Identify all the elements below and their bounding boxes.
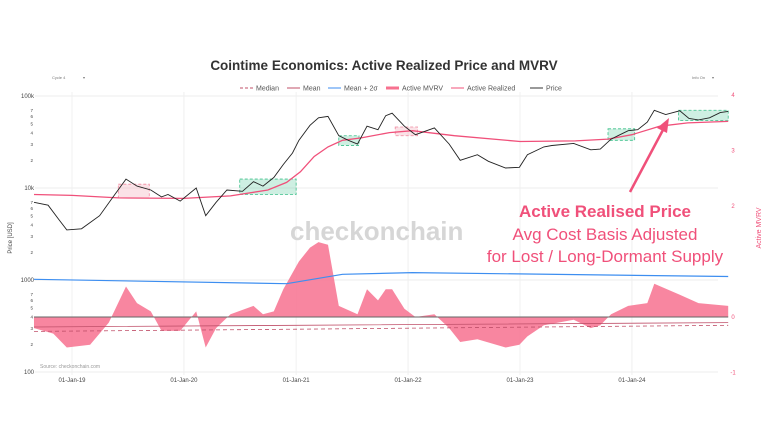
y-minor-tick-label: 5 (30, 121, 33, 126)
y-tick-label: 100 (24, 370, 35, 376)
legend-item-active-mvrv[interactable]: Active MVRV (386, 86, 443, 93)
chart-title: Cointime Economics: Active Realized Pric… (210, 58, 557, 73)
annotation-arrow-line (628, 127, 666, 193)
legend-item-mean-2sd[interactable]: Mean + 2σ (328, 86, 378, 93)
y-minor-tick-label: 2 (30, 250, 33, 255)
y-minor-tick-label: 5 (30, 213, 33, 218)
y2-tick-label: 4 (731, 93, 735, 99)
y-minor-tick-label: 3 (30, 234, 33, 239)
y-minor-tick-label: 5 (30, 305, 33, 310)
highlight-zones (117, 109, 729, 199)
legend-label: Price (546, 86, 562, 93)
y-minor-tick-label: 3 (30, 142, 33, 147)
info-dropdown[interactable]: Info On ▾ (692, 75, 714, 80)
price-line (33, 109, 729, 231)
y2-tick-label: 2 (731, 204, 735, 210)
annotation: Active Realised Price Avg Cost Basis Adj… (487, 118, 724, 266)
arrow-head-icon (657, 118, 669, 133)
info-dropdown-value: Info On (692, 75, 705, 80)
annotation-line-2: Avg Cost Basis Adjusted (513, 225, 698, 244)
y-axis-title: Price [USD] (8, 222, 14, 254)
x-tick-label: 01-Jan-23 (506, 378, 534, 384)
legend-label: Active Realized (467, 86, 515, 93)
y-minor-tick-label: 2 (30, 342, 33, 347)
x-tick-label: 01-Jan-20 (170, 378, 198, 384)
legend-label: Mean (303, 86, 321, 93)
active-mvrv-area (33, 242, 729, 348)
accumulation-zone (678, 109, 729, 122)
y2-axis-title: Active MVRV (756, 207, 763, 248)
y2-tick-label: 0 (731, 315, 735, 321)
x-tick-label: 01-Jan-21 (283, 378, 311, 384)
legend-item-median[interactable]: Median (240, 86, 279, 93)
mean-line (33, 322, 729, 328)
y-tick-label: 1000 (21, 278, 35, 284)
y-minor-tick-label: 6 (30, 298, 33, 303)
y-minor-tick-label: 7 (30, 200, 33, 205)
y2-tick-label: -1 (730, 371, 736, 377)
plot-area (33, 109, 729, 348)
chevron-down-icon: ▾ (712, 75, 714, 80)
y-tick-label: 100k (21, 94, 35, 100)
y-minor-tick-label: 7 (30, 292, 33, 297)
annotation-line-3: for Lost / Long-Dormant Supply (487, 247, 724, 266)
legend-item-mean[interactable]: Mean (287, 86, 321, 93)
annotation-title: Active Realised Price (519, 202, 691, 221)
y-minor-tick-label: 3 (30, 326, 33, 331)
legend-label: Median (256, 86, 279, 93)
x-tick-label: 01-Jan-19 (58, 378, 86, 384)
y-minor-tick-label: 6 (30, 114, 33, 119)
accumulation-zone (239, 178, 297, 195)
y-minor-tick-label: 4 (30, 130, 33, 135)
y2-tick-label: 3 (731, 149, 735, 155)
distribution-zone (117, 183, 150, 199)
x-tick-label: 01-Jan-24 (618, 378, 646, 384)
y-minor-tick-label: 6 (30, 206, 33, 211)
y-minor-tick-label: 7 (30, 108, 33, 113)
watermark: checkonchain (290, 216, 463, 246)
grid (35, 92, 718, 375)
y-minor-tick-label: 4 (30, 314, 33, 319)
source-note: Source: checkonchain.com (40, 364, 100, 370)
legend-label: Mean + 2σ (344, 86, 378, 93)
legend-item-active-realized[interactable]: Active Realized (451, 86, 515, 93)
legend: Median Mean Mean + 2σ Active MVRV Active… (240, 86, 562, 93)
cycle-dropdown[interactable]: Cycle 4 ▾ (52, 75, 85, 80)
median-line (33, 324, 729, 332)
legend-label: Active MVRV (402, 86, 443, 93)
y-minor-tick-label: 2 (30, 158, 33, 163)
mean-plus-2sd-line (33, 271, 729, 285)
cycle-dropdown-value: Cycle 4 (52, 75, 66, 80)
y-minor-tick-label: 4 (30, 222, 33, 227)
chevron-down-icon: ▾ (83, 75, 85, 80)
axes: 01-Jan-19 01-Jan-20 01-Jan-21 01-Jan-22 01-J… (21, 93, 737, 384)
active-realized-line (33, 120, 729, 200)
x-tick-label: 01-Jan-22 (395, 378, 423, 384)
legend-item-price[interactable]: Price (530, 86, 562, 93)
y-tick-label: 10k (24, 186, 35, 192)
